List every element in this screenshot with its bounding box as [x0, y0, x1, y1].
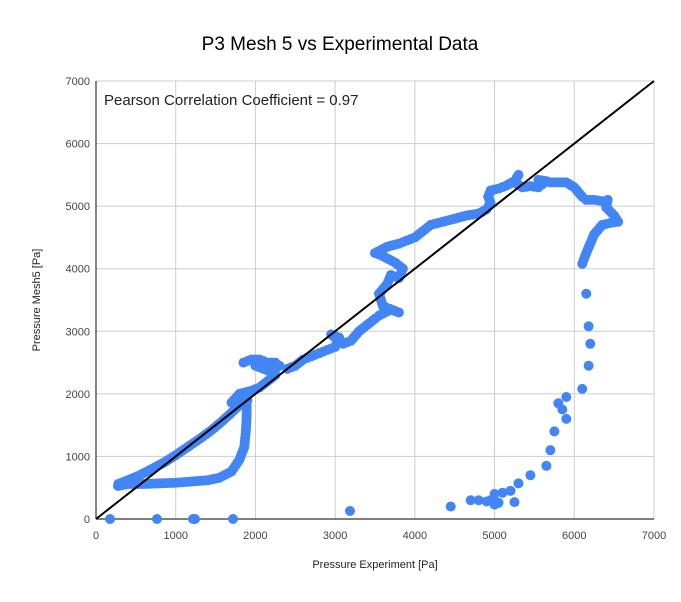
data-point	[310, 349, 321, 360]
y-tick-labels: 0 1000 2000 3000 4000 5000 6000 7000	[66, 76, 90, 526]
data-point	[577, 383, 588, 394]
data-point	[609, 217, 620, 228]
data-point	[575, 189, 586, 200]
data-point	[509, 497, 520, 508]
x-tick-label: 3000	[323, 530, 347, 542]
data-point	[250, 354, 261, 365]
x-tick-label: 0	[93, 530, 99, 542]
y-tick-label: 0	[84, 514, 90, 526]
data-point	[445, 501, 456, 512]
data-point	[497, 487, 508, 498]
data-point	[228, 514, 239, 524]
reference-line-y-equals-x	[95, 80, 655, 520]
data-point	[529, 181, 540, 192]
x-tick-label: 2000	[243, 530, 267, 542]
x-tick-label: 7000	[642, 530, 666, 542]
data-point	[585, 194, 596, 205]
data-point	[583, 360, 594, 371]
data-point	[473, 495, 484, 506]
data-point	[489, 499, 500, 510]
data-point	[481, 496, 492, 507]
data-point	[578, 255, 589, 266]
data-point	[489, 184, 500, 195]
data-point	[525, 470, 536, 481]
x-tick-label: 6000	[562, 530, 586, 542]
data-point	[190, 514, 201, 524]
data-point	[397, 237, 408, 248]
data-point	[254, 362, 265, 373]
x-tick-label: 4000	[403, 530, 427, 542]
y-tick-label: 7000	[66, 76, 90, 88]
data-point	[549, 426, 560, 437]
data-point	[583, 321, 594, 332]
y-tick-label: 6000	[66, 139, 90, 151]
x-tick-label: 5000	[482, 530, 506, 542]
y-tick-label: 2000	[66, 389, 90, 401]
x-tick-labels: 0 1000 2000 3000 4000 5000 6000 7000	[93, 530, 666, 542]
data-point	[242, 356, 253, 367]
data-point	[581, 288, 592, 299]
gridlines	[96, 80, 655, 519]
x-tick-label: 1000	[163, 530, 187, 542]
data-point	[513, 478, 524, 489]
data-point	[541, 460, 552, 471]
y-tick-label: 3000	[66, 326, 90, 338]
data-points	[105, 169, 624, 524]
chart-title: P3 Mesh 5 vs Experimental Data	[202, 34, 479, 55]
data-point	[318, 346, 329, 357]
data-point	[593, 195, 604, 206]
y-axis-title: Pressure Mesh5 [Pa]	[31, 249, 43, 352]
data-point	[151, 514, 162, 524]
data-point	[505, 485, 516, 496]
data-point	[344, 505, 355, 516]
y-tick-label: 4000	[66, 264, 90, 276]
y-tick-label: 5000	[66, 201, 90, 213]
x-axis-title: Pressure Experiment [Pa]	[312, 559, 437, 571]
data-point	[545, 445, 556, 456]
data-point	[561, 413, 572, 424]
data-point	[105, 514, 116, 524]
pearson-annotation: Pearson Correlation Coefficient = 0.97	[104, 92, 358, 109]
data-point	[585, 338, 596, 349]
y-tick-label: 1000	[66, 451, 90, 463]
data-point	[557, 404, 568, 415]
data-point	[465, 495, 476, 506]
data-point	[561, 391, 572, 402]
data-point	[262, 365, 273, 376]
data-point	[367, 315, 378, 326]
